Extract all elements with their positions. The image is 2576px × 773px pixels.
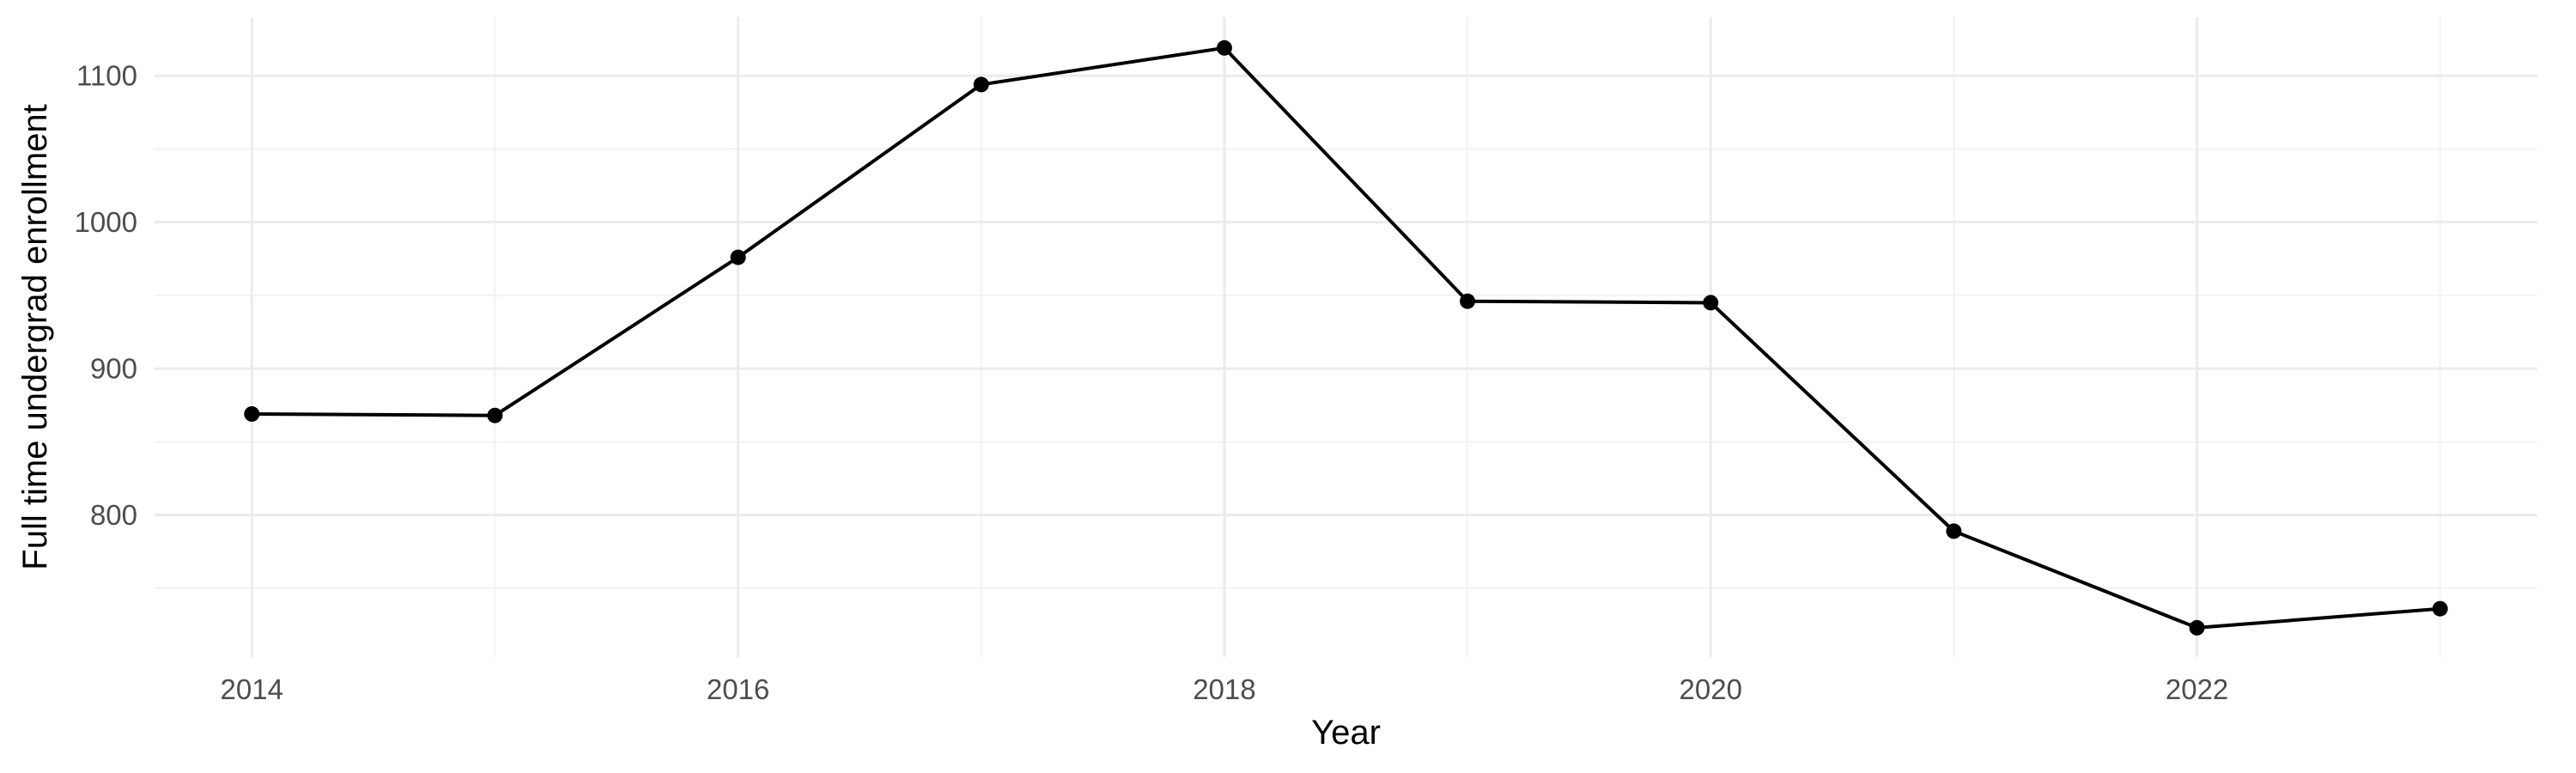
x-axis-tick-labels: 2014 2016 2018 2020 2022 bbox=[221, 673, 2229, 705]
data-point bbox=[1946, 523, 1962, 539]
y-tick-label: 1000 bbox=[75, 206, 137, 238]
data-points bbox=[244, 40, 2448, 636]
data-point bbox=[1703, 295, 1719, 311]
data-point bbox=[1216, 40, 1232, 56]
data-point bbox=[487, 407, 503, 423]
y-tick-label: 900 bbox=[90, 353, 137, 385]
major-gridlines bbox=[155, 17, 2537, 657]
data-point bbox=[244, 406, 260, 423]
y-tick-label: 1100 bbox=[76, 60, 137, 92]
x-tick-label: 2020 bbox=[1680, 673, 1742, 705]
series-line bbox=[250, 46, 2442, 630]
minor-gridlines bbox=[155, 17, 2537, 657]
x-tick-label: 2016 bbox=[707, 673, 769, 705]
y-tick-label: 800 bbox=[90, 499, 137, 531]
data-point bbox=[973, 76, 989, 93]
y-axis-title: Full time undergrad enrollment bbox=[16, 104, 54, 569]
data-series bbox=[250, 46, 2442, 630]
x-tick-label: 2022 bbox=[2166, 673, 2228, 705]
data-point bbox=[1460, 293, 1476, 309]
x-tick-label: 2018 bbox=[1193, 673, 1255, 705]
data-point bbox=[2189, 619, 2205, 636]
x-axis-title: Year bbox=[1311, 714, 1381, 752]
y-axis-tick-labels: 800 900 1000 1100 bbox=[75, 60, 137, 531]
x-tick-label: 2014 bbox=[221, 673, 283, 705]
data-point bbox=[2432, 600, 2448, 617]
data-point bbox=[730, 249, 746, 265]
